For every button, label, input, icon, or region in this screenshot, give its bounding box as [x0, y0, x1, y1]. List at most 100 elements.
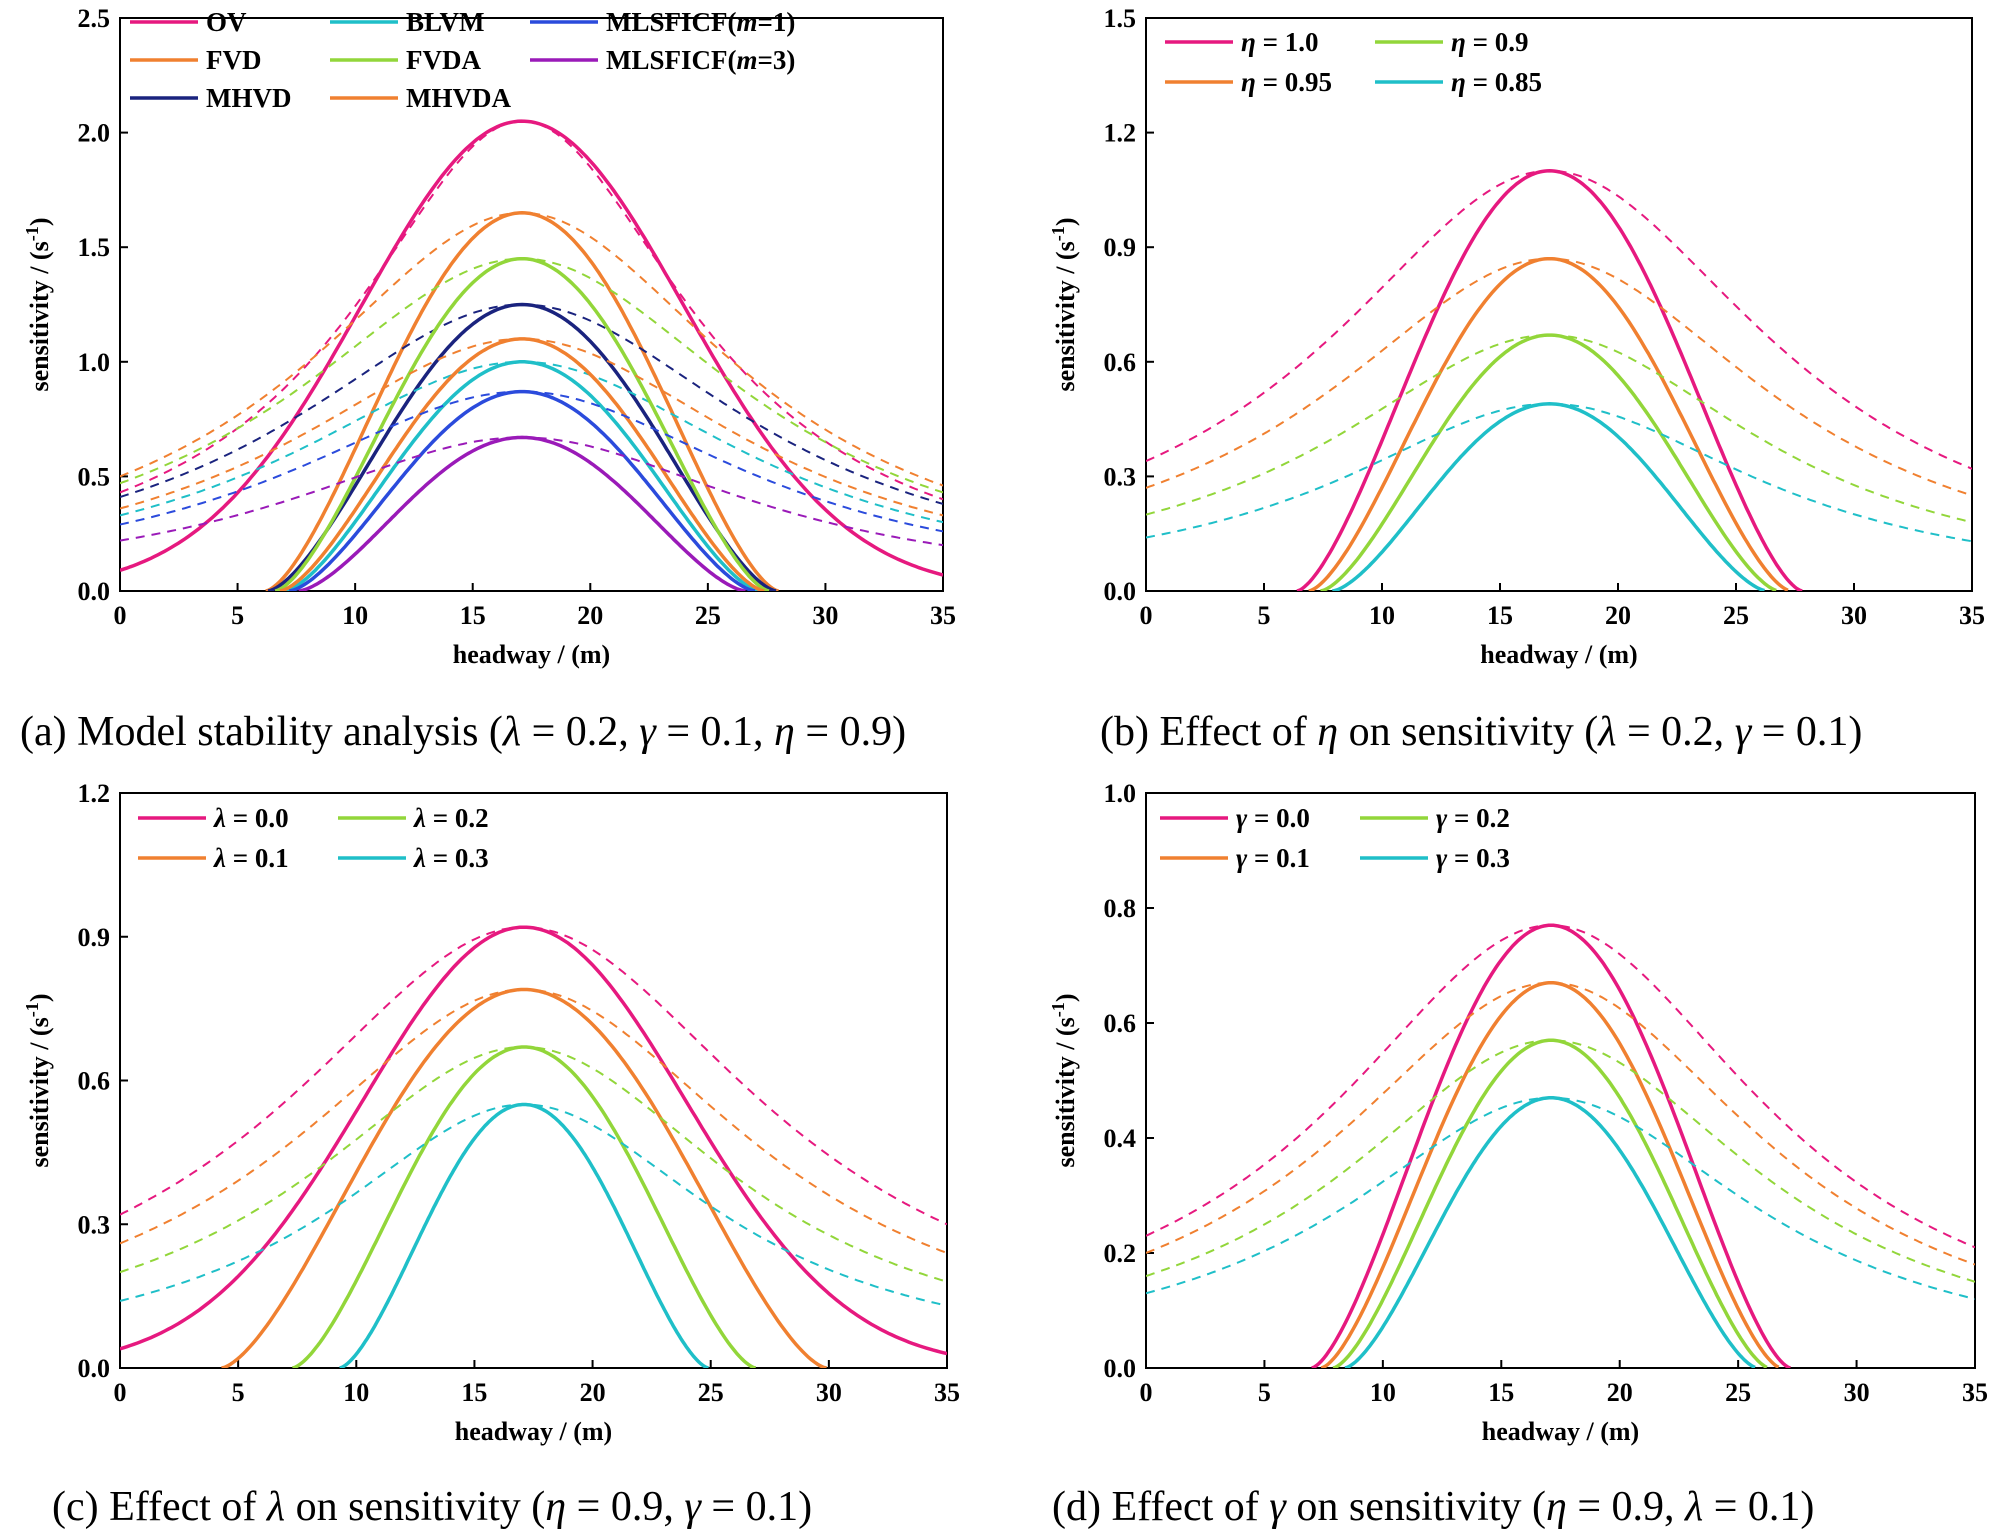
x-tick-label: 0: [114, 601, 127, 630]
series-dashed-0: [1146, 169, 1972, 470]
series-dashed-3: [120, 360, 943, 524]
series-dashed-1: [120, 988, 947, 1254]
legend-label: γ = 0.3: [1436, 843, 1510, 873]
series-solid-1: [1308, 256, 1789, 591]
series-dashed-2: [1146, 334, 1972, 524]
x-tick-label: 35: [1962, 1378, 1988, 1407]
caption-a: (a) Model stability analysis (λ = 0.2, γ…: [20, 709, 906, 755]
series-solid-3: [1332, 402, 1765, 591]
y-tick-label: 2.5: [78, 4, 111, 33]
chart-c: 0 5 10 15 20 25 30 35 0.0 0.3 0.6 0.9 1.2 headway / (…: [22, 779, 960, 1446]
y-tick-label: 0.0: [78, 1354, 111, 1383]
series-solid-5: [279, 337, 765, 591]
y-tick-label: 1.2: [1104, 119, 1137, 148]
x-tick-label: 30: [1841, 601, 1867, 630]
legend-label: γ = 0.0: [1236, 803, 1310, 833]
y-tick-label: 2.0: [78, 119, 111, 148]
y-axis-title: sensitivity / (s-1): [1048, 993, 1080, 1167]
x-tick-label: 15: [461, 1378, 487, 1407]
x-axis-title: headway / (m): [453, 640, 610, 669]
y-tick-label: 1.5: [78, 233, 111, 262]
x-tick-label: 5: [1258, 601, 1271, 630]
series-solid-1: [221, 987, 827, 1368]
x-tick-label: 20: [1607, 1378, 1633, 1407]
y-tick-label: 0.6: [78, 1067, 111, 1096]
chart-a: 0 5 10 15 20 25 30 35 0.0 0.5 1.0 1.5 2.0 2.5 headway …: [22, 4, 956, 669]
series-dashed-3: [1146, 402, 1972, 543]
x-tick-label: 25: [695, 601, 721, 630]
x-tick-label: 30: [816, 1378, 842, 1407]
legend-label: FVDA: [406, 45, 481, 75]
x-tick-label: 10: [343, 1378, 369, 1407]
series-dashed-0: [1146, 924, 1975, 1249]
y-tick-label: 0.9: [1104, 233, 1137, 262]
y-axis-title: sensitivity / (s-1): [22, 217, 54, 391]
legend: λ = 0.0 λ = 0.1 λ = 0.2 λ = 0.3: [138, 803, 489, 873]
x-tick-label: 10: [342, 601, 368, 630]
x-tick-label: 10: [1369, 601, 1395, 630]
chart-d: 0 5 10 15 20 25 30 35 0.0 0.2 0.4 0.6 0.8 1.0 headway …: [1048, 779, 1988, 1446]
y-tick-label: 0.4: [1104, 1124, 1137, 1153]
y-tick-label: 0.6: [1104, 348, 1137, 377]
y-axis-title: sensitivity / (s-1): [22, 993, 54, 1167]
x-tick-label: 15: [1487, 601, 1513, 630]
series-dashed-7: [120, 436, 943, 547]
series-solid-3: [1344, 1096, 1756, 1368]
x-tick-label: 35: [934, 1378, 960, 1407]
legend: γ = 0.0 γ = 0.1 γ = 0.2 γ = 0.3: [1160, 803, 1510, 873]
x-tick-label: 30: [1844, 1378, 1870, 1407]
legend-label: λ = 0.3: [413, 843, 489, 873]
x-tick-label: 20: [580, 1378, 606, 1407]
x-tick-label: 5: [1258, 1378, 1271, 1407]
y-tick-label: 0.5: [78, 462, 111, 491]
legend-label: η = 0.9: [1451, 27, 1528, 57]
chart-b: 0 5 10 15 20 25 30 35 0.0 0.3 0.6 0.9 1.2 1.5 headway …: [1048, 4, 1985, 669]
x-tick-label: 5: [231, 601, 244, 630]
x-tick-label: 15: [460, 601, 486, 630]
y-tick-label: 1.2: [78, 779, 111, 808]
series-dashed-1: [1146, 257, 1972, 497]
y-tick-label: 0.3: [1104, 462, 1137, 491]
legend-label: η = 1.0: [1241, 27, 1318, 57]
y-tick-label: 1.0: [1104, 779, 1137, 808]
legend-label: λ = 0.0: [213, 803, 289, 833]
plot-frame: [119, 17, 944, 592]
series-solid-2: [1332, 1038, 1768, 1368]
series-dashed-3: [1146, 1096, 1975, 1300]
y-tick-label: 0.6: [1104, 1009, 1137, 1038]
y-tick-label: 1.0: [78, 348, 111, 377]
series-solid-0: [120, 925, 947, 1356]
legend-label: λ = 0.2: [413, 803, 489, 833]
series-solid-1: [265, 211, 779, 591]
series-solid-1: [1320, 981, 1780, 1368]
series-solid-2: [292, 1045, 757, 1368]
y-tick-label: 0.0: [1104, 577, 1137, 606]
x-tick-label: 30: [812, 601, 838, 630]
series-dashed-2: [120, 1046, 947, 1283]
x-axis-title: headway / (m): [1482, 1417, 1639, 1446]
y-tick-label: 0.8: [1104, 894, 1137, 923]
plot-frame: [1145, 17, 1973, 592]
plot-frame: [119, 792, 948, 1369]
series-dashed-0: [120, 120, 943, 501]
series-dashed-1: [1146, 981, 1975, 1266]
series-dashed-3: [120, 1103, 947, 1307]
y-tick-label: 0.0: [1104, 1354, 1137, 1383]
x-tick-label: 35: [930, 601, 956, 630]
x-tick-label: 20: [1605, 601, 1631, 630]
x-axis-title: headway / (m): [1480, 640, 1637, 669]
series-solid-3: [284, 360, 760, 591]
x-tick-label: 10: [1370, 1378, 1396, 1407]
series-solid-2: [267, 302, 777, 591]
y-axis-title: sensitivity / (s-1): [1048, 217, 1080, 391]
series-dashed-2: [120, 303, 943, 505]
legend: OV FVD MHVD BLVM FVDA MHVDA MLSFICF(m=1) MLSFIC…: [130, 7, 795, 113]
series-solid-6: [289, 389, 756, 591]
series-solid-0: [1311, 923, 1791, 1368]
series-dashed-6: [120, 390, 943, 533]
x-tick-label: 5: [232, 1378, 245, 1407]
legend-label: η = 0.95: [1241, 67, 1332, 97]
y-tick-label: 0.2: [1104, 1239, 1137, 1268]
series-solid-0: [1296, 169, 1803, 591]
